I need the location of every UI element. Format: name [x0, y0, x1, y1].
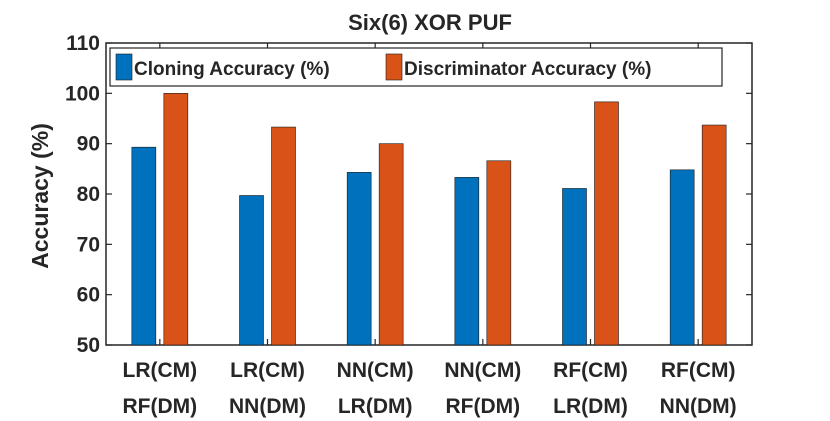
bar-discriminator-6 [701, 124, 727, 346]
x-tick-label-line2: LR(DM) [553, 395, 628, 418]
bar-discriminator-4 [486, 160, 512, 346]
legend-label-cloning: Cloning Accuracy (%) [134, 59, 330, 80]
y-axis-label: Accuracy (%) [27, 123, 53, 269]
x-tick-label-line1: LR(CM) [230, 359, 305, 382]
x-tick-label-line2: NN(DM) [660, 395, 737, 418]
legend: Cloning Accuracy (%) Discriminator Accura… [109, 47, 723, 87]
plot-area [105, 42, 753, 346]
bar-discriminator-5 [594, 101, 619, 346]
bar-cloning-2 [239, 195, 264, 346]
bar-discriminator-1 [163, 93, 189, 346]
bar-discriminator-2 [271, 126, 296, 346]
y-tick-label: 90 [77, 133, 100, 156]
bar-cloning-3 [346, 172, 372, 346]
x-tick-label-line1: RF(CM) [661, 359, 736, 382]
x-axis-ticks: LR(CM) RF(DM) LR(CM) NN(DM) NN(CM) LR(DM) NN(C… [123, 43, 737, 418]
y-tick-label: 60 [77, 284, 100, 307]
chart-title: Six(6) XOR PUF [348, 10, 512, 35]
legend-swatch-cloning [115, 53, 133, 81]
legend-box [109, 47, 723, 87]
bar-cloning-4 [454, 177, 480, 346]
x-tick-label-line1: NN(CM) [337, 359, 414, 382]
bar-cloning-5 [562, 188, 587, 346]
legend-label-discriminator: Discriminator Accuracy (%) [404, 59, 651, 80]
legend-swatch-discriminator [385, 53, 403, 81]
y-tick-label: 80 [77, 183, 100, 206]
y-tick-label: 110 [66, 32, 100, 55]
x-tick-label-line2: RF(DM) [446, 395, 521, 418]
x-tick-label-line2: RF(DM) [123, 395, 198, 418]
y-tick-label: 70 [77, 233, 100, 256]
bars [131, 93, 727, 346]
x-tick-label-line1: NN(CM) [444, 359, 521, 382]
x-tick-label-line2: NN(DM) [229, 395, 306, 418]
x-tick-label-line1: LR(CM) [123, 359, 198, 382]
plot-frame [105, 42, 753, 346]
x-tick-label-line1: RF(CM) [553, 359, 628, 382]
y-tick-label: 50 [77, 334, 100, 357]
bar-discriminator-3 [378, 143, 404, 346]
bar-cloning-1 [131, 146, 157, 346]
y-axis-ticks: 50 60 70 80 90 100 110 [65, 32, 752, 357]
y-tick-label: 100 [65, 82, 100, 105]
bar-cloning-6 [669, 169, 695, 346]
x-tick-label-line2: LR(DM) [338, 395, 413, 418]
